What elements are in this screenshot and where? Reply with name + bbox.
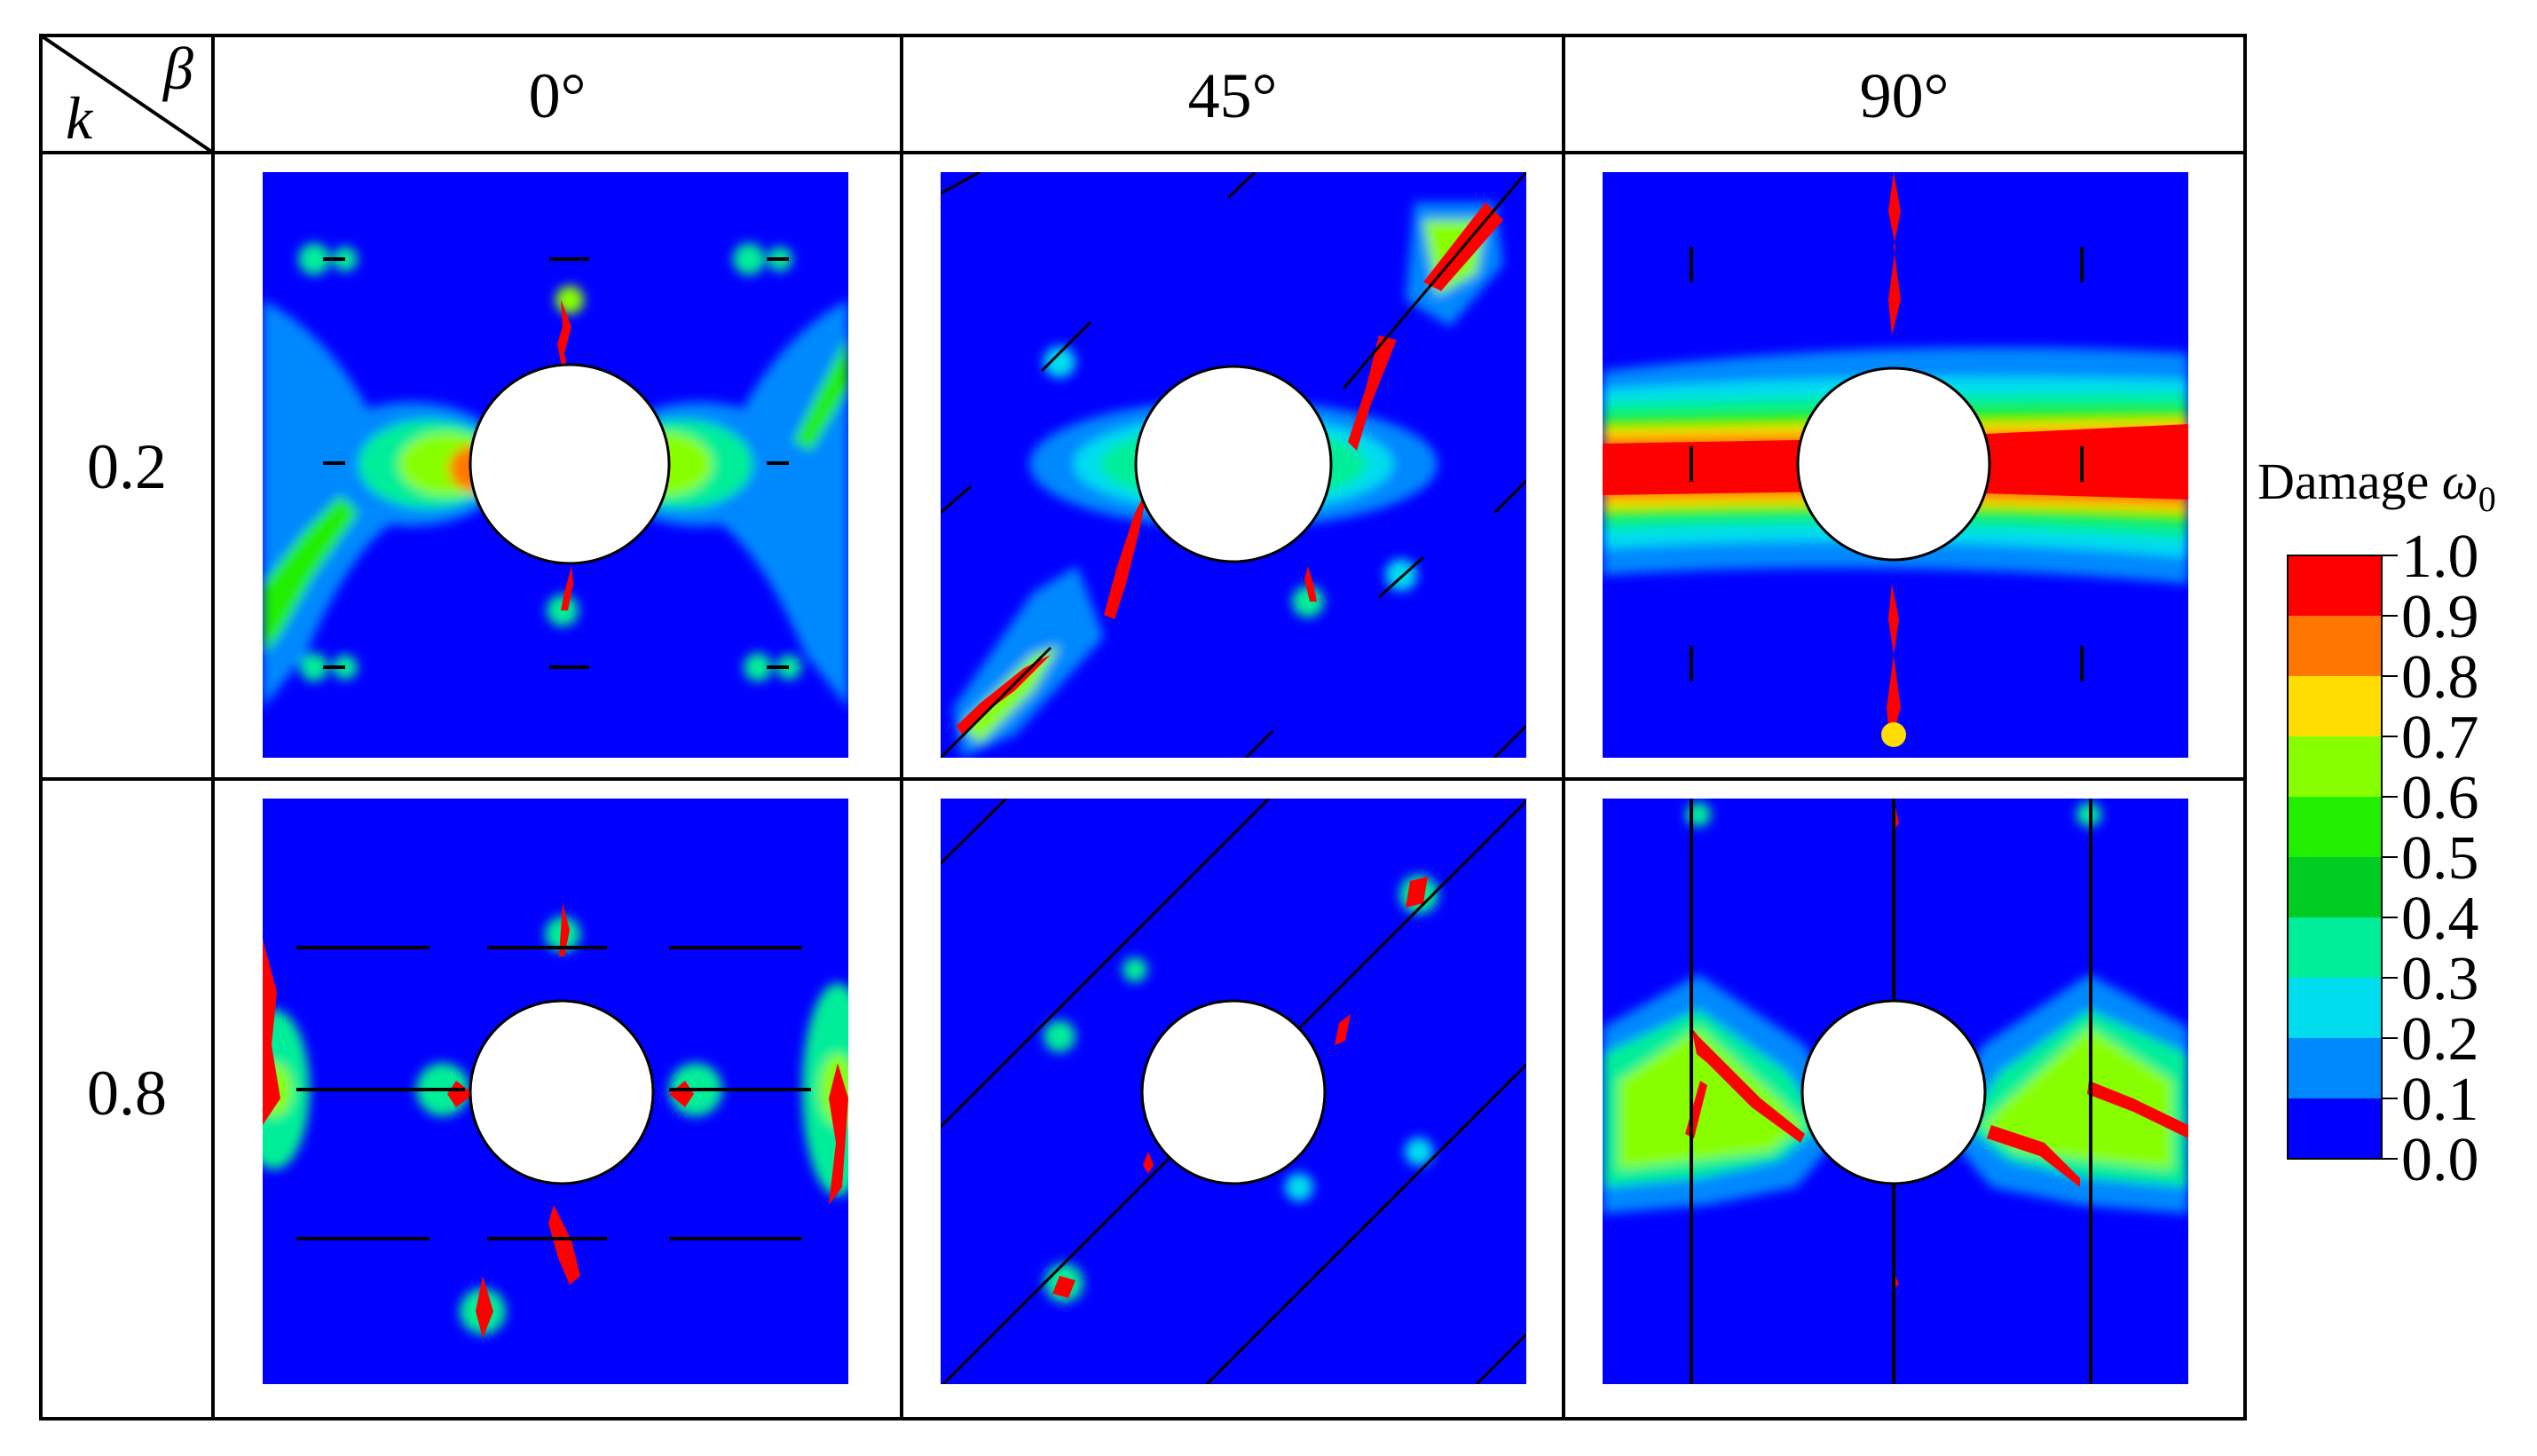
hole xyxy=(469,999,655,1185)
legend-tick-label: 0.5 xyxy=(2401,824,2479,893)
hole xyxy=(1134,365,1333,563)
figure-table: k β 0° 45° 90° 0.2 0.8 xyxy=(39,34,2247,1421)
corner-col-symbol: β xyxy=(162,35,193,102)
legend-swatch xyxy=(2288,616,2382,676)
col-header-0deg: 0° xyxy=(529,60,587,131)
hole xyxy=(469,363,671,565)
damage-legend: Damage ω0 1.00.90.80.70.60.50.40.30.20.1… xyxy=(2257,453,2496,1194)
damage-map-k0.2-beta90 xyxy=(1603,172,2188,758)
row-header-0.8: 0.8 xyxy=(87,1058,167,1129)
legend-tick-label: 0.0 xyxy=(2401,1126,2479,1194)
legend-tick-label: 0.6 xyxy=(2401,764,2479,832)
hole xyxy=(1796,366,1991,562)
legend-swatch xyxy=(2288,797,2382,857)
legend-swatch xyxy=(2288,857,2382,917)
legend-tick-label: 1.0 xyxy=(2401,523,2479,591)
legend-tick-label: 0.7 xyxy=(2401,704,2479,772)
legend-tick-label: 0.9 xyxy=(2401,583,2479,651)
legend-swatch xyxy=(2288,1098,2382,1159)
legend-colorbar xyxy=(2287,555,2383,1160)
col-header-90deg: 90° xyxy=(1860,60,1950,131)
legend-tick-label: 0.3 xyxy=(2401,945,2479,1013)
corner-row-symbol: k xyxy=(66,84,94,152)
damage-map-k0.2-beta45 xyxy=(941,172,1526,758)
legend-swatch xyxy=(2288,1038,2382,1098)
damage-map-k0.8-beta90 xyxy=(1603,799,2188,1384)
col-header-45deg: 45° xyxy=(1188,60,1278,131)
hole xyxy=(1800,999,1987,1185)
legend-tick-label: 0.2 xyxy=(2401,1005,2479,1074)
legend-swatch xyxy=(2288,978,2382,1038)
damage-map-k0.2-beta0 xyxy=(263,172,848,758)
damage-map-k0.8-beta0 xyxy=(263,799,848,1384)
hole xyxy=(1140,999,1327,1185)
legend-swatch xyxy=(2288,676,2382,736)
legend-tick-label: 0.1 xyxy=(2401,1066,2479,1134)
damage-map-k0.8-beta45 xyxy=(941,799,1526,1384)
legend-tick-label: 0.8 xyxy=(2401,643,2479,712)
legend-ticks: 1.00.90.80.70.60.50.40.30.20.10.0 xyxy=(2382,523,2479,1194)
legend-title: Damage ω0 xyxy=(2257,453,2496,519)
legend-swatch xyxy=(2288,736,2382,797)
legend-tick-label: 0.4 xyxy=(2401,885,2479,953)
row-header-0.2: 0.2 xyxy=(87,431,167,502)
legend-swatch xyxy=(2288,555,2382,616)
legend-swatch xyxy=(2288,917,2382,978)
corner-diagonal xyxy=(39,34,215,154)
table-grid xyxy=(39,34,2247,1421)
